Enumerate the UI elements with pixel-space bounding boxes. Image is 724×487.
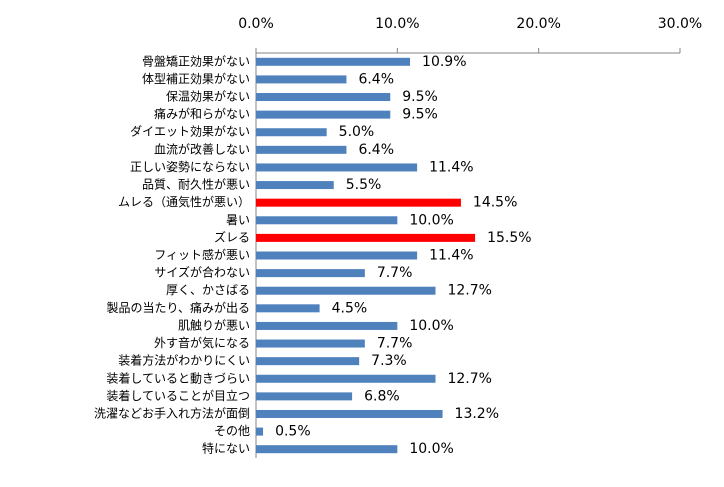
bar (256, 409, 443, 418)
category-label: 製品の当たり、痛みが出る (106, 300, 250, 315)
value-label: 9.5% (402, 89, 438, 105)
x-tick-label: 30.0% (658, 16, 702, 32)
category-label: その他 (214, 424, 250, 438)
category-label: 洗濯などお手入れ方法が面倒 (94, 405, 250, 420)
value-label: 5.0% (339, 124, 375, 140)
category-label: 装着方法がわかりにくい (118, 353, 250, 368)
category-label: 品質、耐久性が悪い (142, 177, 250, 192)
category-label: 正しい姿勢にならない (130, 159, 250, 174)
bar (256, 251, 418, 260)
value-label: 12.7% (447, 283, 491, 299)
bar (256, 216, 398, 225)
bar (256, 427, 264, 436)
category-label: 厚く、かさばる (166, 283, 250, 297)
category-label: フィット感が悪い (154, 247, 250, 262)
value-label: 14.5% (473, 195, 517, 211)
value-label: 15.5% (487, 230, 531, 246)
bar (256, 57, 411, 66)
value-label: 7.7% (377, 336, 413, 352)
bar (256, 75, 347, 84)
value-label: 10.0% (409, 441, 453, 457)
value-label: 6.4% (358, 142, 394, 158)
value-label: 9.5% (402, 107, 438, 123)
value-label: 0.5% (275, 424, 311, 440)
category-label: 外す音が気になる (154, 335, 250, 350)
category-label: 暑い (226, 213, 250, 227)
value-label: 4.5% (332, 300, 368, 316)
bar (256, 93, 391, 102)
bar (256, 374, 436, 383)
category-label: 装着していると動きづらい (106, 370, 250, 385)
value-label: 10.0% (409, 212, 453, 228)
value-label: 11.4% (429, 248, 473, 264)
value-label: 6.8% (364, 388, 400, 404)
value-label: 7.3% (371, 353, 407, 369)
category-label: 保温効果がない (166, 89, 250, 104)
bar (256, 339, 365, 348)
category-label: 特にない (202, 441, 250, 456)
value-label: 5.5% (346, 177, 382, 193)
value-label: 7.7% (377, 265, 413, 281)
category-label: 骨盤矯正効果がない (142, 53, 250, 68)
category-label: 血流が改善しない (154, 141, 250, 156)
category-label: サイズが合わない (154, 265, 250, 280)
bar (256, 392, 353, 401)
bar (256, 233, 476, 242)
bar (256, 445, 398, 454)
bar (256, 198, 461, 207)
bar (256, 163, 418, 172)
bar (256, 304, 320, 313)
bar (256, 357, 360, 366)
bar (256, 181, 334, 190)
value-label: 13.2% (455, 406, 499, 422)
category-label: 痛みが和らがない (154, 106, 250, 121)
value-label: 6.4% (358, 71, 394, 87)
category-label: ダイエット効果がない (130, 124, 250, 139)
value-label: 12.7% (447, 371, 491, 387)
bar (256, 269, 365, 278)
category-label: 装着していることが目立つ (106, 388, 250, 403)
value-label: 10.0% (409, 318, 453, 334)
bar (256, 286, 436, 295)
bar (256, 321, 398, 330)
x-tick-label: 20.0% (516, 16, 560, 32)
bar (256, 128, 327, 137)
category-label: 体型補正効果がない (142, 71, 250, 86)
value-label: 10.9% (422, 54, 466, 70)
category-label: ムレる（通気性が悪い） (118, 194, 250, 209)
category-label: 肌触りが悪い (178, 317, 250, 332)
bar (256, 145, 347, 154)
bar (256, 110, 391, 119)
x-tick-label: 10.0% (375, 16, 419, 32)
value-label: 11.4% (429, 159, 473, 175)
category-label: ズレる (214, 229, 250, 244)
x-tick-label: 0.0% (238, 16, 274, 32)
